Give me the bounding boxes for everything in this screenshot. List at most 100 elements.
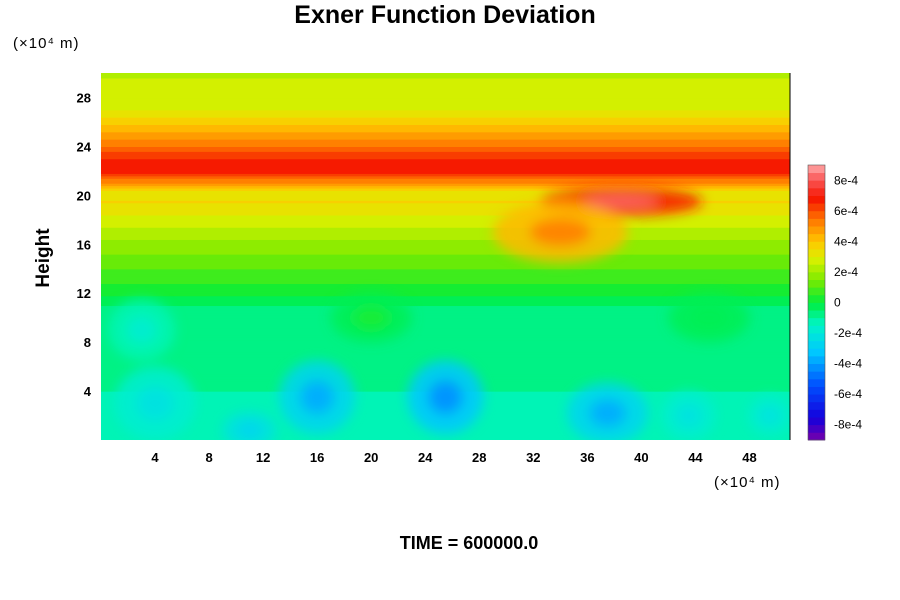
heatmap-band <box>101 334 790 338</box>
heatmap-band <box>101 124 790 128</box>
heatmap-band <box>101 185 790 189</box>
colorbar-segment <box>808 165 825 174</box>
heatmap-band <box>101 337 790 341</box>
colorbar-tick-label: 0 <box>834 296 841 310</box>
heatmap-anomaly-core <box>676 404 701 427</box>
heatmap-band <box>101 195 790 199</box>
colorbar-segment <box>808 355 825 365</box>
heatmap-band <box>101 180 790 184</box>
heatmap-band <box>101 234 790 238</box>
colorbar-segment <box>808 218 825 227</box>
heatmap-band <box>101 146 790 150</box>
heatmap-band <box>101 347 790 351</box>
heatmap-band <box>101 173 790 177</box>
heatmap-band <box>101 153 790 157</box>
heatmap-anomaly-core <box>237 421 262 439</box>
heatmap-band <box>101 197 790 201</box>
y-tick-label: 12 <box>77 286 91 301</box>
colorbar-segment <box>808 256 825 265</box>
heatmap-band <box>101 254 790 258</box>
heatmap-band <box>101 85 790 89</box>
heatmap-band <box>101 256 790 260</box>
x-tick-label: 4 <box>151 450 159 465</box>
y-tick-label: 20 <box>77 188 91 203</box>
heatmap-band <box>101 210 790 214</box>
y-tick-label: 16 <box>77 237 91 252</box>
x-tick-label: 12 <box>256 450 270 465</box>
heatmap-band <box>101 87 790 91</box>
heatmap-band <box>101 295 790 299</box>
heatmap-band <box>101 148 790 152</box>
heatmap-band <box>101 104 790 108</box>
heatmap-band <box>101 136 790 140</box>
heatmap-band <box>101 119 790 123</box>
heatmap-band <box>101 300 790 304</box>
colorbar-segment <box>808 394 825 403</box>
heatmap-band <box>101 170 790 174</box>
colorbar-segment <box>808 271 825 280</box>
heatmap-band <box>101 356 790 360</box>
heatmap-band <box>101 298 790 302</box>
heatmap-band <box>101 73 790 77</box>
heatmap-band <box>101 131 790 135</box>
heatmap-band <box>101 109 790 113</box>
x-tick-label: 40 <box>634 450 648 465</box>
heatmap-band <box>101 342 790 346</box>
y-tick-label: 28 <box>77 90 91 105</box>
heatmap-band <box>101 307 790 311</box>
heatmap-anomaly-core <box>428 380 463 414</box>
colorbar-segment <box>808 210 825 219</box>
heatmap-band <box>101 178 790 182</box>
heatmap-band <box>101 121 790 125</box>
colorbar-segment <box>808 424 825 433</box>
x-tick-label: 36 <box>580 450 594 465</box>
heatmap-band <box>101 207 790 211</box>
colorbar-tick-label: -2e-4 <box>834 326 862 340</box>
heatmap-band <box>101 190 790 194</box>
heatmap-band <box>101 302 790 307</box>
heatmap-band <box>101 246 790 250</box>
y-tick-label: 24 <box>77 139 92 154</box>
colorbar-segment <box>808 226 825 235</box>
colorbar-segment <box>808 348 825 357</box>
heatmap-anomaly-core <box>529 218 591 246</box>
heatmap-band <box>101 293 790 297</box>
heatmap-band <box>101 236 790 240</box>
heatmap-band <box>101 273 790 277</box>
heatmap-band <box>101 80 790 84</box>
heatmap-band <box>101 192 790 196</box>
heatmap-band <box>101 249 790 253</box>
heatmap-anomaly-core <box>584 194 658 209</box>
colorbar-tick-label: -4e-4 <box>834 357 862 371</box>
heatmap-band <box>101 432 790 436</box>
chart-title: Exner Function Deviation <box>294 1 595 29</box>
heatmap-band <box>101 168 790 172</box>
heatmap-band <box>101 329 790 333</box>
heatmap-band <box>101 351 790 355</box>
heatmap-band <box>101 102 790 106</box>
x-tick-label: 44 <box>688 450 703 465</box>
heatmap-band <box>101 183 790 187</box>
heatmap-band <box>101 156 790 160</box>
heatmap-anomalies <box>107 186 790 440</box>
heatmap-band <box>101 139 790 143</box>
colorbar-segment <box>808 172 825 181</box>
heatmap-band <box>101 317 790 321</box>
heatmap-band <box>101 322 790 326</box>
heatmap-band <box>101 99 790 103</box>
heatmap-band <box>101 244 790 248</box>
x-axis-ticks: 4 8 12 16 20 24 28 32 36 40 44 48 <box>151 450 756 465</box>
heatmap-band <box>101 163 790 167</box>
colorbar-segment <box>808 432 825 441</box>
colorbar-segment <box>808 378 825 387</box>
colorbar-ticks: 8e-4 6e-4 4e-4 2e-4 0 -2e-4 -4e-4 -6e-4 -8e-4 <box>834 173 862 431</box>
heatmap-band <box>101 224 790 228</box>
colorbar-tick-label: 6e-4 <box>834 204 858 218</box>
heatmap-band <box>101 266 790 270</box>
heatmap-band <box>101 327 790 331</box>
heatmap-anomaly-core <box>760 406 780 425</box>
colorbar-segment <box>808 294 825 303</box>
heatmap-band <box>101 200 790 204</box>
x-tick-label: 28 <box>472 450 486 465</box>
